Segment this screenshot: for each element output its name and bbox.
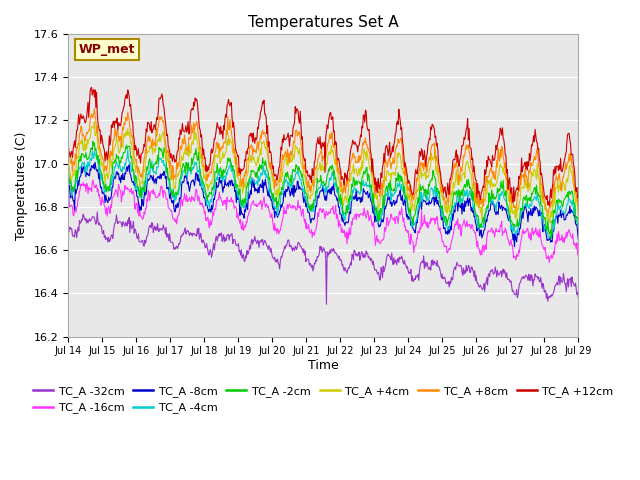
TC_A +8cm [401, 170, 408, 176]
TC_A -4cm [575, 220, 582, 226]
Line: TC_A +12cm: TC_A +12cm [68, 87, 579, 205]
Legend: TC_A -32cm, TC_A -16cm, TC_A -8cm, TC_A -4cm, TC_A -2cm, TC_A +4cm, TC_A +8cm, T: TC_A -32cm, TC_A -16cm, TC_A -8cm, TC_A … [29, 382, 618, 418]
TC_A +12cm [386, 139, 394, 145]
TC_A -2cm [179, 165, 186, 171]
Line: TC_A -2cm: TC_A -2cm [68, 142, 579, 239]
TC_A -2cm [386, 186, 394, 192]
TC_A -16cm [545, 260, 553, 265]
TC_A +12cm [88, 84, 95, 90]
TC_A -4cm [127, 160, 134, 166]
TC_A +4cm [179, 157, 186, 163]
TC_A +12cm [64, 142, 72, 147]
TC_A -16cm [386, 219, 394, 225]
TC_A -32cm [74, 228, 81, 234]
Line: TC_A +4cm: TC_A +4cm [68, 121, 579, 223]
TC_A -16cm [89, 177, 97, 183]
TC_A -4cm [179, 172, 186, 178]
TC_A -32cm [93, 209, 101, 215]
X-axis label: Time: Time [308, 359, 339, 372]
TC_A -2cm [127, 155, 134, 161]
Line: TC_A -16cm: TC_A -16cm [68, 180, 579, 263]
TC_A -16cm [179, 203, 186, 209]
Line: TC_A +8cm: TC_A +8cm [68, 109, 579, 213]
TC_A +4cm [386, 172, 394, 178]
TC_A -8cm [401, 197, 408, 203]
TC_A +8cm [127, 127, 134, 132]
TC_A -32cm [323, 301, 330, 307]
TC_A -2cm [64, 169, 72, 175]
TC_A +8cm [545, 210, 552, 216]
TC_A +8cm [64, 154, 72, 159]
TC_A -16cm [401, 224, 408, 229]
TC_A -8cm [127, 172, 134, 178]
Title: Temperatures Set A: Temperatures Set A [248, 15, 399, 30]
TC_A +8cm [386, 155, 394, 161]
TC_A -16cm [575, 253, 582, 259]
Y-axis label: Temperatures (C): Temperatures (C) [15, 131, 28, 240]
TC_A -2cm [74, 177, 81, 183]
TC_A -16cm [127, 189, 134, 194]
TC_A -4cm [205, 205, 213, 211]
TC_A +4cm [91, 119, 99, 124]
TC_A -2cm [575, 222, 582, 228]
TC_A -16cm [74, 203, 81, 208]
TC_A -16cm [64, 194, 72, 200]
TC_A -2cm [548, 236, 556, 241]
Line: TC_A -32cm: TC_A -32cm [68, 212, 579, 304]
TC_A +4cm [74, 155, 81, 161]
TC_A -4cm [386, 186, 394, 192]
TC_A +8cm [91, 106, 99, 112]
Text: WP_met: WP_met [78, 43, 135, 56]
TC_A -8cm [64, 191, 72, 197]
TC_A +12cm [401, 164, 408, 170]
TC_A -4cm [124, 147, 132, 153]
TC_A -32cm [127, 218, 134, 224]
TC_A +8cm [74, 146, 81, 152]
TC_A -8cm [92, 159, 99, 165]
TC_A -4cm [74, 168, 81, 174]
TC_A +12cm [74, 127, 81, 133]
TC_A -32cm [401, 262, 409, 267]
TC_A +12cm [179, 120, 186, 126]
TC_A -16cm [205, 225, 213, 231]
TC_A -4cm [545, 235, 553, 240]
TC_A +4cm [401, 168, 408, 174]
Line: TC_A -4cm: TC_A -4cm [68, 150, 579, 238]
TC_A -2cm [401, 183, 408, 189]
TC_A +8cm [575, 203, 582, 209]
TC_A -8cm [511, 244, 518, 250]
TC_A -32cm [64, 222, 72, 228]
TC_A +4cm [127, 140, 134, 146]
TC_A +8cm [205, 169, 213, 175]
TC_A +4cm [575, 212, 582, 217]
TC_A +4cm [64, 166, 72, 171]
TC_A -8cm [179, 179, 186, 185]
TC_A -8cm [205, 207, 213, 213]
TC_A +4cm [546, 220, 554, 226]
TC_A -2cm [205, 189, 213, 195]
TC_A -8cm [74, 185, 81, 191]
TC_A -32cm [205, 252, 213, 257]
TC_A +8cm [179, 136, 186, 142]
TC_A +12cm [575, 192, 582, 198]
TC_A -8cm [386, 194, 394, 200]
TC_A +4cm [205, 184, 213, 190]
TC_A -32cm [387, 255, 394, 261]
TC_A -32cm [575, 295, 582, 301]
TC_A -8cm [575, 237, 582, 242]
TC_A -32cm [179, 231, 186, 237]
TC_A -2cm [89, 139, 97, 144]
TC_A +12cm [205, 162, 213, 168]
TC_A -4cm [64, 182, 72, 188]
Line: TC_A -8cm: TC_A -8cm [68, 162, 579, 247]
TC_A +12cm [127, 102, 134, 108]
TC_A -4cm [401, 191, 408, 197]
TC_A +12cm [545, 203, 553, 208]
